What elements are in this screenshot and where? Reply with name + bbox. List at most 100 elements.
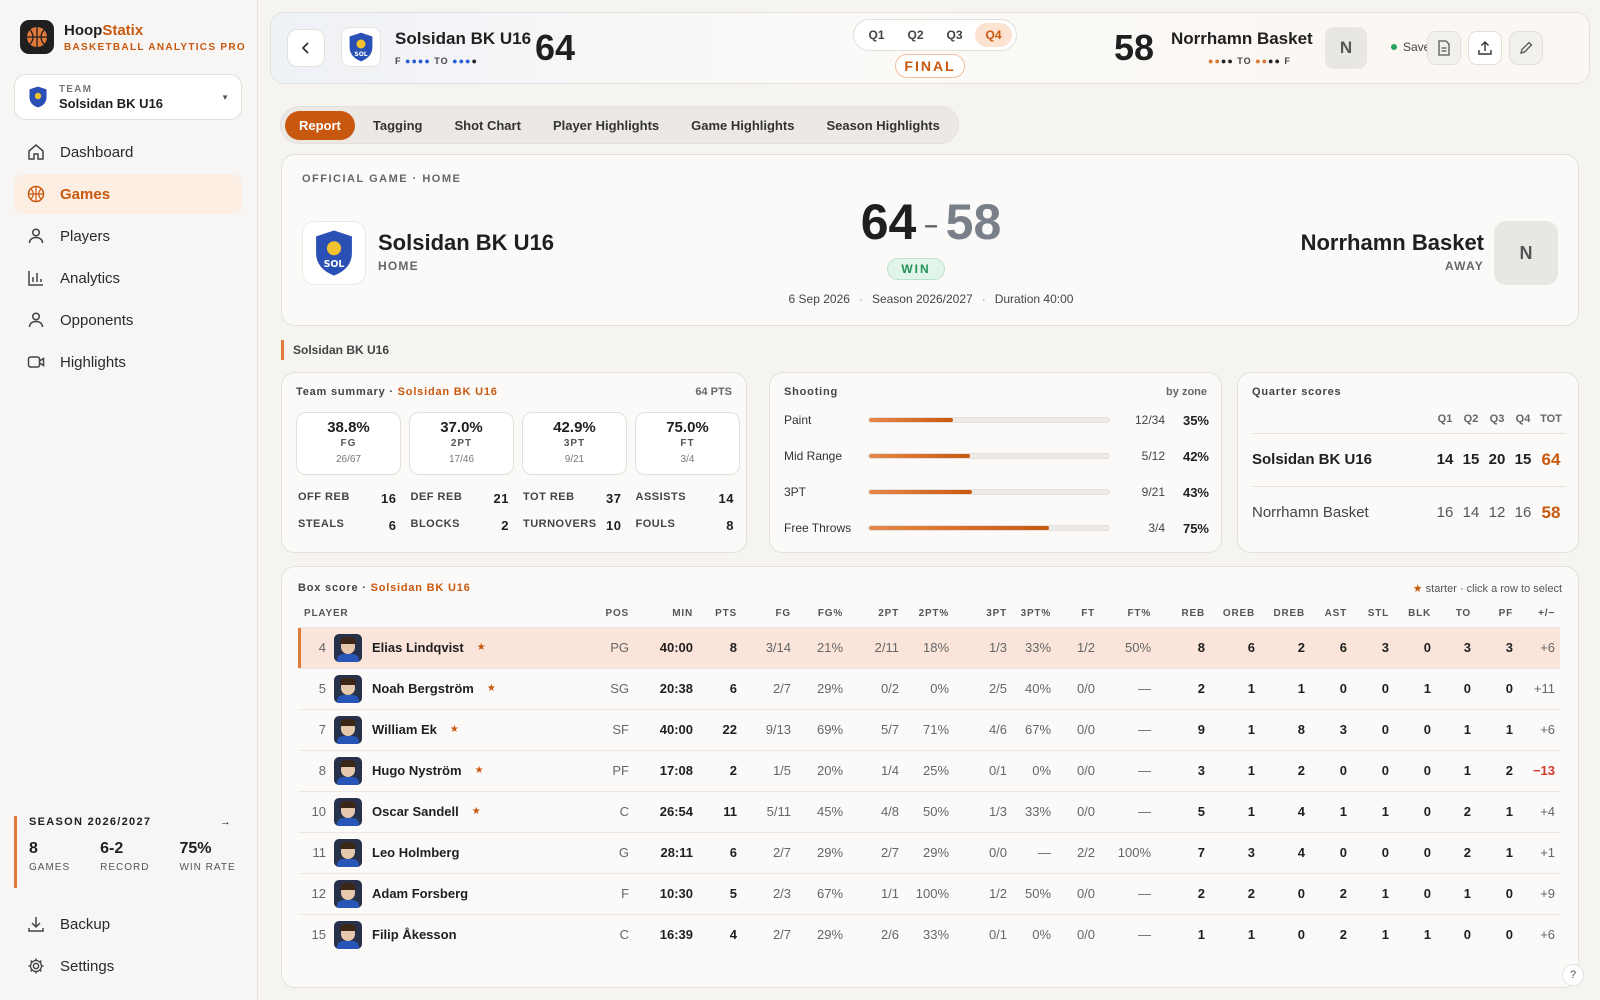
stat-cell-fg: 2/7 bbox=[742, 913, 797, 955]
stat-cell-stl: 0 bbox=[1352, 831, 1395, 873]
season-card[interactable]: SEASON 2026/2027 → 8 GAMES 6-2 RECORD 75% WI… bbox=[14, 816, 242, 888]
away-timeouts: ●●●● TO ●●●● F bbox=[1208, 56, 1291, 66]
quarter-selector: Q1 Q2 Q3 Q4 bbox=[853, 19, 1017, 51]
nav-item-analytics[interactable]: Analytics bbox=[14, 258, 242, 298]
stat-cell-oreb: 3 bbox=[1210, 831, 1261, 873]
table-row[interactable]: 12 Adam Forsberg F 10:30 5 2/3 67% 1/1 100% 1/2 50… bbox=[298, 872, 1561, 914]
avatar bbox=[334, 756, 362, 785]
nav-item-opponents[interactable]: Opponents bbox=[14, 300, 242, 340]
zone-name: 3PT bbox=[784, 485, 807, 499]
stat-cell-p3p: 0% bbox=[1012, 749, 1057, 791]
shooting-zone-row: Free Throws 3/4 75% bbox=[784, 518, 1209, 538]
nav-item-highlights[interactable]: Highlights bbox=[14, 342, 242, 382]
stat-cell-dreb: 0 bbox=[1260, 913, 1311, 955]
stat-cell-p2: 2/6 bbox=[848, 913, 905, 955]
stat-cell-pos: PF bbox=[600, 749, 635, 791]
column-header[interactable]: FG% bbox=[817, 608, 844, 620]
team-selector[interactable]: TEAM Solsidan BK U16 ▼ bbox=[14, 74, 242, 120]
table-row[interactable]: 5 Noah Bergström ★ SG 20:38 6 2/7 29% 0/2 0% 2/5 40… bbox=[298, 667, 1561, 709]
away-score: 58 bbox=[1114, 27, 1155, 68]
column-header[interactable]: POS bbox=[605, 608, 630, 620]
table-row[interactable]: 4 Elias Lindqvist ★ PG 40:00 8 3/14 21% 2/11 18% 1… bbox=[298, 626, 1561, 668]
column-header[interactable]: STL bbox=[1367, 608, 1390, 620]
quarter-pill-q2[interactable]: Q2 bbox=[907, 28, 924, 42]
tab-shot-chart[interactable]: Shot Chart bbox=[454, 117, 521, 133]
home-team-logo: SOL bbox=[341, 27, 381, 67]
stat-cell-dreb: 4 bbox=[1260, 831, 1311, 873]
column-header[interactable]: OREB bbox=[1222, 608, 1256, 620]
stat-cell-ft: 0/0 bbox=[1056, 749, 1101, 791]
zone-bar bbox=[868, 453, 1110, 459]
stat-cell-stl: 0 bbox=[1352, 749, 1395, 791]
avatar bbox=[334, 633, 362, 662]
stat-cell-pm: +6 bbox=[1518, 708, 1561, 750]
stat-cell-fgp: 29% bbox=[796, 667, 849, 709]
document-icon bbox=[1438, 40, 1450, 56]
column-header[interactable]: +/− bbox=[1538, 608, 1556, 620]
stat-cell-blk: 1 bbox=[1394, 913, 1437, 955]
column-header[interactable]: PF bbox=[1498, 608, 1514, 620]
table-row[interactable]: 7 William Ek ★ SF 40:00 22 9/13 69% 5/7 71% 4/6 67%… bbox=[298, 708, 1561, 750]
stat-cell-p2p: 100% bbox=[904, 872, 955, 914]
user-icon bbox=[28, 312, 44, 328]
column-header[interactable]: 2PT% bbox=[918, 608, 950, 620]
tab-player-highlights[interactable]: Player Highlights bbox=[552, 117, 660, 133]
tab-season-highlights[interactable]: Season Highlights bbox=[826, 117, 940, 133]
zone-bar-fill bbox=[869, 418, 953, 422]
nav-item-settings[interactable]: Settings bbox=[14, 946, 242, 986]
stat-cell-p3: 2/5 bbox=[954, 667, 1013, 709]
brand-name: HoopStatix bbox=[64, 21, 144, 39]
stat-cell-ft: 0/0 bbox=[1056, 913, 1101, 955]
season-stat-games: 8 GAMES bbox=[29, 840, 71, 873]
stat-cell-min: 20:38 bbox=[634, 667, 699, 709]
brand[interactable]: HoopStatix BASKETBALL ANALYTICS PRO bbox=[20, 20, 246, 54]
column-header[interactable]: PLAYER bbox=[304, 608, 349, 620]
pct-box-3pt: 42.9% 3PT 9/21 bbox=[522, 412, 627, 475]
nav-item-players[interactable]: Players bbox=[14, 216, 242, 256]
edit-button[interactable] bbox=[1509, 31, 1543, 65]
back-button[interactable] bbox=[287, 29, 325, 67]
table-row[interactable]: 11 Leo Holmberg G 28:11 6 2/7 29% 2/7 29% 0/0—2/2… bbox=[298, 831, 1561, 873]
report-document-button[interactable] bbox=[1427, 31, 1461, 65]
stat-cell-p2: 4/8 bbox=[848, 790, 905, 832]
zone-bar bbox=[868, 525, 1110, 531]
export-button[interactable] bbox=[1468, 31, 1502, 65]
column-header[interactable]: 3PT bbox=[986, 608, 1008, 620]
column-header[interactable]: DREB bbox=[1273, 608, 1306, 620]
tab-game-highlights[interactable]: Game Highlights bbox=[691, 117, 795, 133]
nav-item-dashboard[interactable]: Dashboard bbox=[14, 132, 242, 172]
game-topbar: SOL Solsidan BK U16 F ●●●● TO ●●●● 64 Q1… bbox=[270, 12, 1590, 84]
column-header[interactable]: FG bbox=[775, 608, 792, 620]
nav-item-label: Analytics bbox=[60, 269, 121, 287]
column-header[interactable]: MIN bbox=[672, 608, 694, 620]
stat-cell-p2: 1/4 bbox=[848, 749, 905, 791]
nav-item-backup[interactable]: Backup bbox=[14, 904, 242, 944]
table-row[interactable]: 8 Hugo Nyström ★ PF 17:08 2 1/5 20% 1/4 25% 0/1 0% 0… bbox=[298, 749, 1561, 791]
quarter-pill-q3[interactable]: Q3 bbox=[946, 28, 963, 42]
tab-report[interactable]: Report bbox=[285, 110, 355, 140]
column-header[interactable]: TO bbox=[1455, 608, 1472, 620]
team-summary-title: Team summary · Solsidan BK U16 bbox=[296, 386, 498, 398]
nav-item-games[interactable]: Games bbox=[14, 174, 242, 214]
team-summary-card: Team summary · Solsidan BK U16 64 PTS 38… bbox=[281, 372, 747, 553]
help-button[interactable]: ? bbox=[1562, 964, 1584, 986]
table-row[interactable]: 10 Oscar Sandell ★ C 26:54 11 5/11 45% 4/8 50% 1/3… bbox=[298, 790, 1561, 832]
zone-bar-fill bbox=[869, 526, 1049, 530]
quarter-pill-q1[interactable]: Q1 bbox=[868, 28, 885, 42]
column-header[interactable]: FT% bbox=[1127, 608, 1152, 620]
game-season: Season 2026/2027 bbox=[871, 292, 973, 306]
column-header[interactable]: FT bbox=[1081, 608, 1096, 620]
quarter-scores-title: Quarter scores bbox=[1252, 386, 1342, 398]
column-header[interactable]: BLK bbox=[1408, 608, 1432, 620]
column-header[interactable]: 3PT% bbox=[1020, 608, 1052, 620]
column-header[interactable]: AST bbox=[1324, 608, 1348, 620]
column-header[interactable]: REB bbox=[1181, 608, 1206, 620]
stat-turnovers: TURNOVERS 10 bbox=[523, 518, 622, 533]
tab-tagging[interactable]: Tagging bbox=[372, 117, 423, 133]
table-row[interactable]: 15 Filip Åkesson C 16:39 4 2/7 29% 2/6 33% 0/1 0% 0… bbox=[298, 913, 1561, 955]
quarter-pill-q4[interactable]: Q4 bbox=[975, 23, 1012, 47]
team-shield-icon: SOL bbox=[314, 228, 354, 278]
column-header[interactable]: PTS bbox=[715, 608, 738, 620]
nav-item-label: Opponents bbox=[60, 311, 134, 329]
column-header[interactable]: 2PT bbox=[878, 608, 900, 620]
